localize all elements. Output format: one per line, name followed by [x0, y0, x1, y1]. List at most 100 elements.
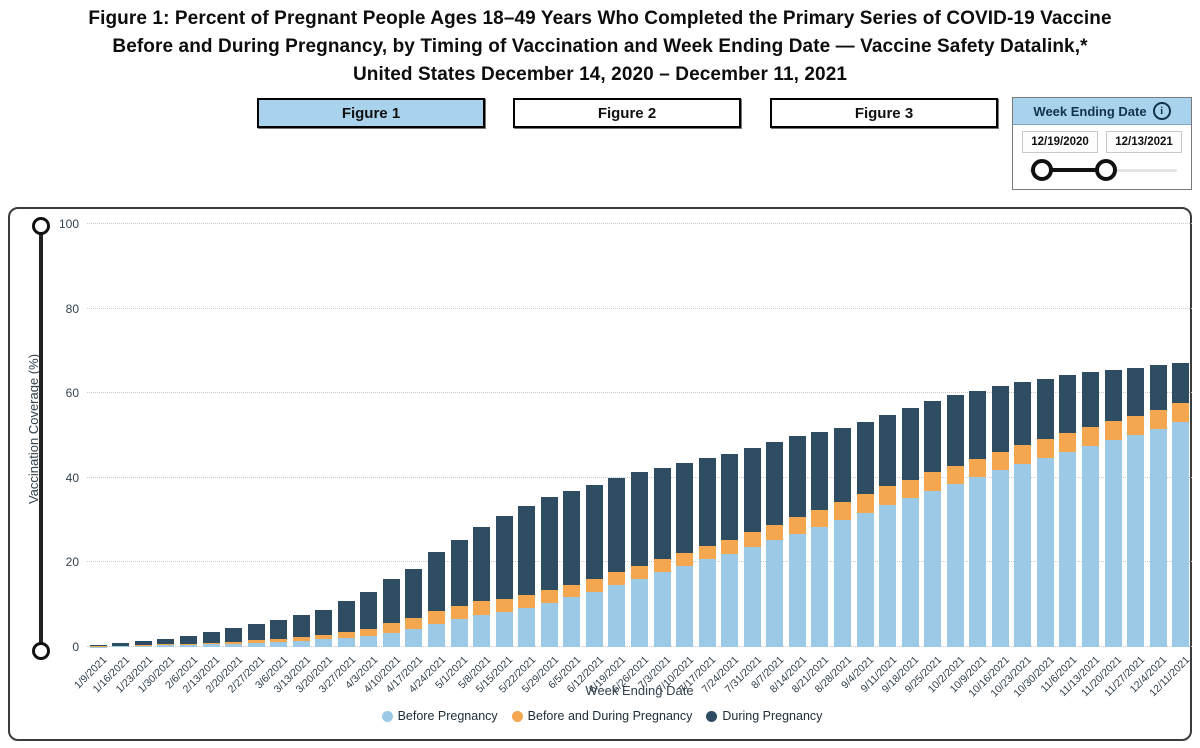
bar-segment-during-pregnancy[interactable] — [405, 568, 423, 618]
bar-segment-before-and-during-pregnancy[interactable] — [766, 524, 784, 541]
bar-segment-before-and-during-pregnancy[interactable] — [360, 628, 378, 637]
bar-6/19/2021[interactable] — [608, 477, 626, 647]
tab-figure-2[interactable]: Figure 2 — [513, 98, 741, 128]
bar-segment-before-and-during-pregnancy[interactable] — [157, 644, 175, 646]
bar-segment-before-pregnancy[interactable] — [292, 640, 310, 647]
bar-9/11/2021[interactable] — [879, 414, 897, 647]
bar-segment-during-pregnancy[interactable] — [1104, 369, 1122, 422]
bar-segment-before-pregnancy[interactable] — [1172, 421, 1190, 647]
bar-segment-before-pregnancy[interactable] — [1059, 451, 1077, 647]
bar-1/16/2021[interactable] — [112, 643, 130, 647]
bar-segment-during-pregnancy[interactable] — [743, 448, 761, 533]
bar-2/20/2021[interactable] — [225, 627, 243, 647]
bar-1/9/2021[interactable] — [89, 645, 107, 647]
bar-segment-during-pregnancy[interactable] — [1036, 378, 1054, 439]
info-icon[interactable]: i — [1152, 102, 1171, 120]
bar-segment-before-and-during-pregnancy[interactable] — [585, 578, 603, 592]
bar-segment-before-pregnancy[interactable] — [247, 642, 265, 647]
bar-segment-before-and-during-pregnancy[interactable] — [1172, 403, 1190, 422]
bar-segment-before-pregnancy[interactable] — [676, 566, 694, 647]
bar-8/7/2021[interactable] — [766, 441, 784, 647]
bar-segment-before-pregnancy[interactable] — [315, 639, 333, 647]
bar-5/8/2021[interactable] — [473, 527, 491, 647]
bar-segment-before-and-during-pregnancy[interactable] — [337, 632, 355, 639]
slider-handle-end[interactable] — [1095, 159, 1117, 181]
bar-segment-before-and-during-pregnancy[interactable] — [946, 465, 964, 484]
legend-item-during-pregnancy[interactable]: During Pregnancy — [706, 709, 822, 723]
bar-segment-during-pregnancy[interactable] — [788, 436, 806, 518]
bar-segment-before-and-during-pregnancy[interactable] — [134, 644, 152, 646]
bar-11/20/2021[interactable] — [1104, 369, 1122, 647]
bar-segment-during-pregnancy[interactable] — [157, 638, 175, 645]
bar-4/24/2021[interactable] — [428, 552, 446, 647]
bar-segment-during-pregnancy[interactable] — [901, 408, 919, 480]
bar-segment-during-pregnancy[interactable] — [360, 592, 378, 629]
bar-segment-before-pregnancy[interactable] — [585, 591, 603, 647]
bar-segment-during-pregnancy[interactable] — [946, 395, 964, 466]
bar-segment-before-pregnancy[interactable] — [360, 636, 378, 647]
bar-12/11/2021[interactable] — [1172, 362, 1190, 647]
bar-1/30/2021[interactable] — [157, 638, 175, 647]
bar-segment-before-pregnancy[interactable] — [653, 572, 671, 647]
bar-segment-before-and-during-pregnancy[interactable] — [1082, 426, 1100, 446]
bar-segment-before-pregnancy[interactable] — [270, 641, 288, 647]
bar-12/4/2021[interactable] — [1149, 365, 1167, 647]
bar-segment-during-pregnancy[interactable] — [292, 615, 310, 637]
bar-segment-before-pregnancy[interactable] — [788, 533, 806, 647]
bar-segment-before-and-during-pregnancy[interactable] — [563, 584, 581, 598]
bar-7/24/2021[interactable] — [721, 454, 739, 647]
bar-segment-before-pregnancy[interactable] — [991, 470, 1009, 647]
bar-segment-before-pregnancy[interactable] — [473, 614, 491, 647]
bar-3/27/2021[interactable] — [337, 600, 355, 647]
bar-7/17/2021[interactable] — [698, 458, 716, 647]
bar-segment-during-pregnancy[interactable] — [518, 506, 536, 596]
start-date-input[interactable]: 12/19/2020 — [1022, 131, 1098, 153]
bar-segment-during-pregnancy[interactable] — [1149, 365, 1167, 411]
bar-5/15/2021[interactable] — [495, 515, 513, 647]
bar-segment-before-pregnancy[interactable] — [563, 597, 581, 647]
bar-segment-before-and-during-pregnancy[interactable] — [879, 486, 897, 506]
bar-segment-before-pregnancy[interactable] — [1127, 435, 1145, 647]
bar-segment-before-pregnancy[interactable] — [766, 540, 784, 647]
bar-segment-before-and-during-pregnancy[interactable] — [811, 509, 829, 527]
bar-10/16/2021[interactable] — [991, 386, 1009, 647]
bar-segment-before-pregnancy[interactable] — [112, 646, 130, 647]
bar-segment-before-pregnancy[interactable] — [833, 519, 851, 647]
bar-segment-before-and-during-pregnancy[interactable] — [382, 622, 400, 633]
bar-10/30/2021[interactable] — [1036, 378, 1054, 647]
bar-segment-before-and-during-pregnancy[interactable] — [518, 595, 536, 608]
bar-segment-during-pregnancy[interactable] — [89, 645, 107, 647]
bar-segment-before-and-during-pregnancy[interactable] — [225, 641, 243, 644]
bar-segment-before-pregnancy[interactable] — [450, 618, 468, 647]
bar-segment-before-pregnancy[interactable] — [179, 644, 197, 647]
bar-4/10/2021[interactable] — [382, 579, 400, 647]
bar-segment-before-and-during-pregnancy[interactable] — [270, 638, 288, 642]
bar-segment-before-pregnancy[interactable] — [901, 498, 919, 647]
vertical-range-slider-track[interactable] — [39, 231, 43, 649]
bar-9/25/2021[interactable] — [924, 401, 942, 647]
bar-segment-before-pregnancy[interactable] — [518, 607, 536, 647]
bar-segment-during-pregnancy[interactable] — [631, 472, 648, 567]
bar-segment-before-and-during-pregnancy[interactable] — [1036, 438, 1054, 458]
bar-11/13/2021[interactable] — [1082, 372, 1100, 647]
bar-segment-before-pregnancy[interactable] — [225, 643, 243, 647]
bar-11/27/2021[interactable] — [1127, 368, 1145, 647]
bar-segment-before-pregnancy[interactable] — [405, 629, 423, 647]
bar-segment-during-pregnancy[interactable] — [653, 467, 671, 560]
bar-segment-before-and-during-pregnancy[interactable] — [1104, 421, 1122, 441]
bar-2/6/2021[interactable] — [179, 636, 197, 647]
bar-segment-during-pregnancy[interactable] — [247, 623, 265, 641]
bar-segment-during-pregnancy[interactable] — [540, 497, 558, 591]
bar-segment-before-pregnancy[interactable] — [811, 526, 829, 647]
bar-10/23/2021[interactable] — [1014, 381, 1032, 647]
bar-segment-during-pregnancy[interactable] — [1172, 362, 1190, 404]
bar-segment-before-and-during-pregnancy[interactable] — [969, 458, 987, 477]
bar-8/14/2021[interactable] — [788, 436, 806, 647]
bar-segment-during-pregnancy[interactable] — [811, 432, 829, 510]
bar-segment-during-pregnancy[interactable] — [134, 641, 152, 645]
tab-figure-3[interactable]: Figure 3 — [770, 98, 998, 128]
legend-item-before-pregnancy[interactable]: Before Pregnancy — [381, 709, 498, 723]
bar-segment-before-pregnancy[interactable] — [856, 512, 874, 647]
bar-segment-before-and-during-pregnancy[interactable] — [991, 452, 1009, 471]
bar-segment-during-pregnancy[interactable] — [337, 600, 355, 633]
